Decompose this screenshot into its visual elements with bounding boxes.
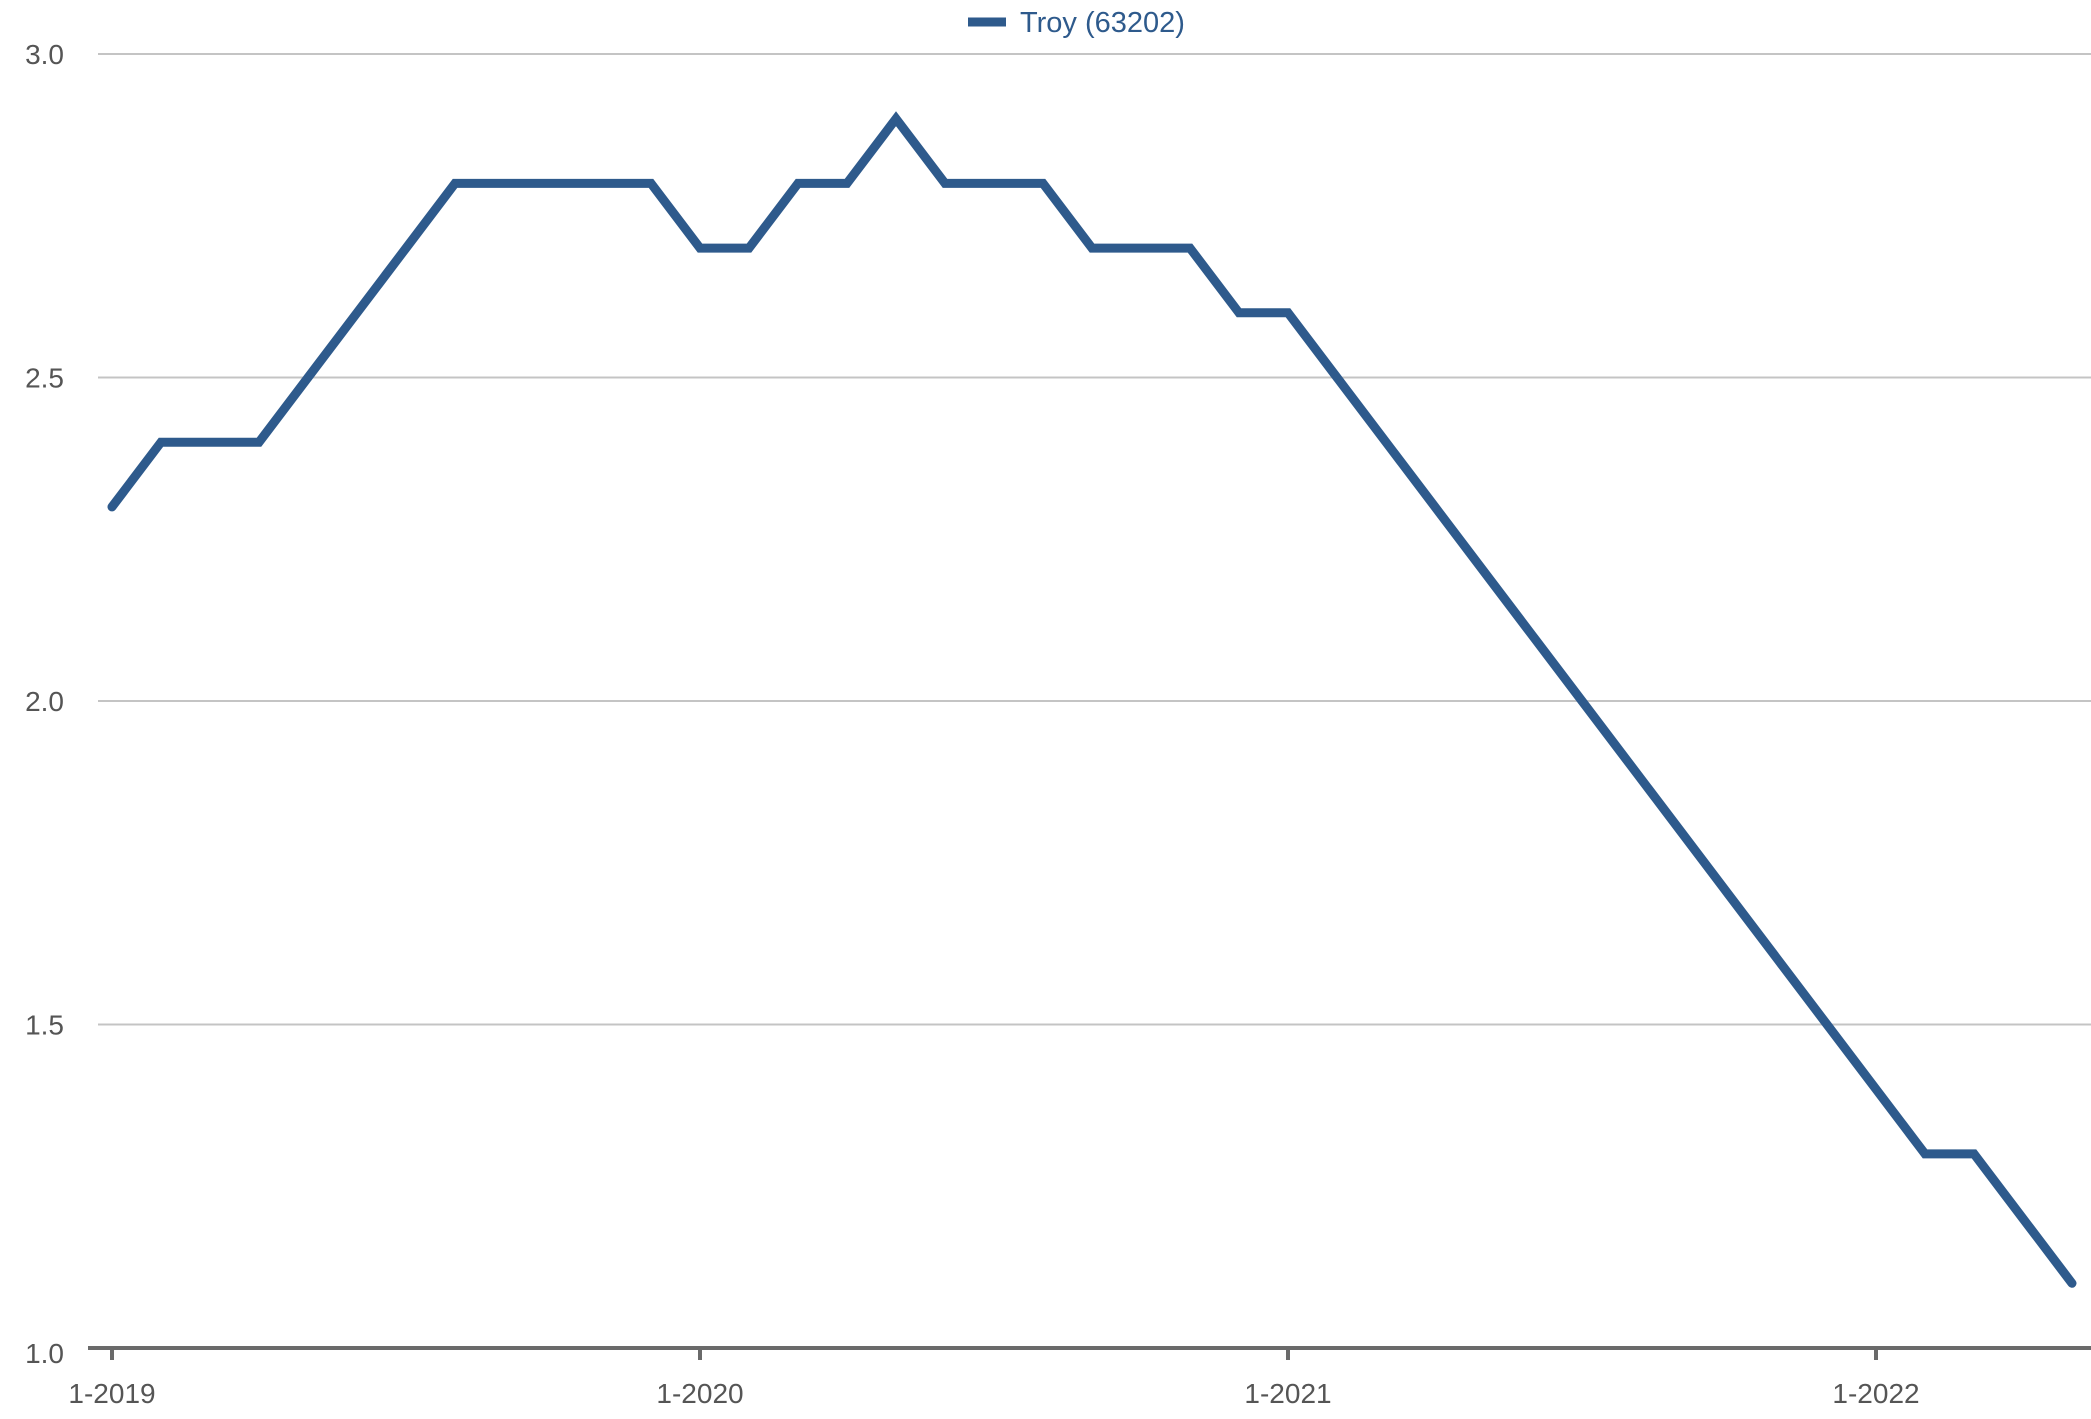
data-point <box>1531 634 1535 638</box>
data-point <box>1482 570 1486 574</box>
y-tick-label: 1.0 <box>25 1338 64 1369</box>
x-axis-ticks: 1-2019 1-2020 1-2021 1-2022 <box>68 1348 1920 1409</box>
data-point <box>845 181 849 185</box>
data-point <box>1041 181 1045 185</box>
legend[interactable]: Troy (63202) <box>968 7 1185 39</box>
legend-label[interactable]: Troy (63202) <box>1020 7 1185 39</box>
data-point <box>796 181 800 185</box>
data-point <box>1237 311 1241 315</box>
data-point <box>1580 699 1584 703</box>
data-point <box>2021 1217 2025 1221</box>
gridlines <box>98 53 2091 1026</box>
data-point <box>649 181 653 185</box>
data-point <box>1433 505 1437 509</box>
data-point <box>502 181 506 185</box>
data-point <box>208 440 212 444</box>
series-lines <box>107 111 2077 1288</box>
series-line <box>107 111 2077 1288</box>
data-point <box>1874 1087 1878 1091</box>
data-point <box>1678 828 1682 832</box>
y-tick-label: 1.5 <box>25 1010 64 1041</box>
data-point <box>355 311 359 315</box>
data-point <box>600 181 604 185</box>
data-point <box>1090 246 1094 250</box>
y-tick-label: 3.0 <box>25 39 64 70</box>
data-point <box>894 117 898 121</box>
data-point <box>1629 764 1633 768</box>
x-tick-label: 1-2021 <box>1244 1378 1331 1409</box>
data-point <box>1727 893 1731 897</box>
data-point <box>1972 1152 1976 1156</box>
data-point <box>747 246 751 250</box>
data-point <box>453 181 457 185</box>
data-point <box>1776 958 1780 962</box>
data-point <box>1384 440 1388 444</box>
data-point <box>110 505 114 509</box>
data-point <box>306 376 310 380</box>
y-axis-ticks: 1.0 1.5 2.0 2.5 3.0 <box>25 39 64 1369</box>
data-point <box>2070 1281 2074 1285</box>
data-point <box>1139 246 1143 250</box>
x-tick-label: 1-2019 <box>68 1378 155 1409</box>
y-tick-label: 2.5 <box>25 363 64 394</box>
data-point <box>1286 311 1290 315</box>
x-tick-label: 1-2020 <box>656 1378 743 1409</box>
x-tick-label: 1-2022 <box>1832 1378 1919 1409</box>
data-point <box>159 440 163 444</box>
data-point <box>698 246 702 250</box>
data-point <box>1335 376 1339 380</box>
data-point <box>257 440 261 444</box>
data-point <box>992 181 996 185</box>
data-point <box>551 181 555 185</box>
data-point <box>1825 1023 1829 1027</box>
y-tick-label: 2.0 <box>25 686 64 717</box>
data-point <box>1923 1152 1927 1156</box>
data-point <box>1188 246 1192 250</box>
data-point <box>943 181 947 185</box>
data-point <box>404 246 408 250</box>
